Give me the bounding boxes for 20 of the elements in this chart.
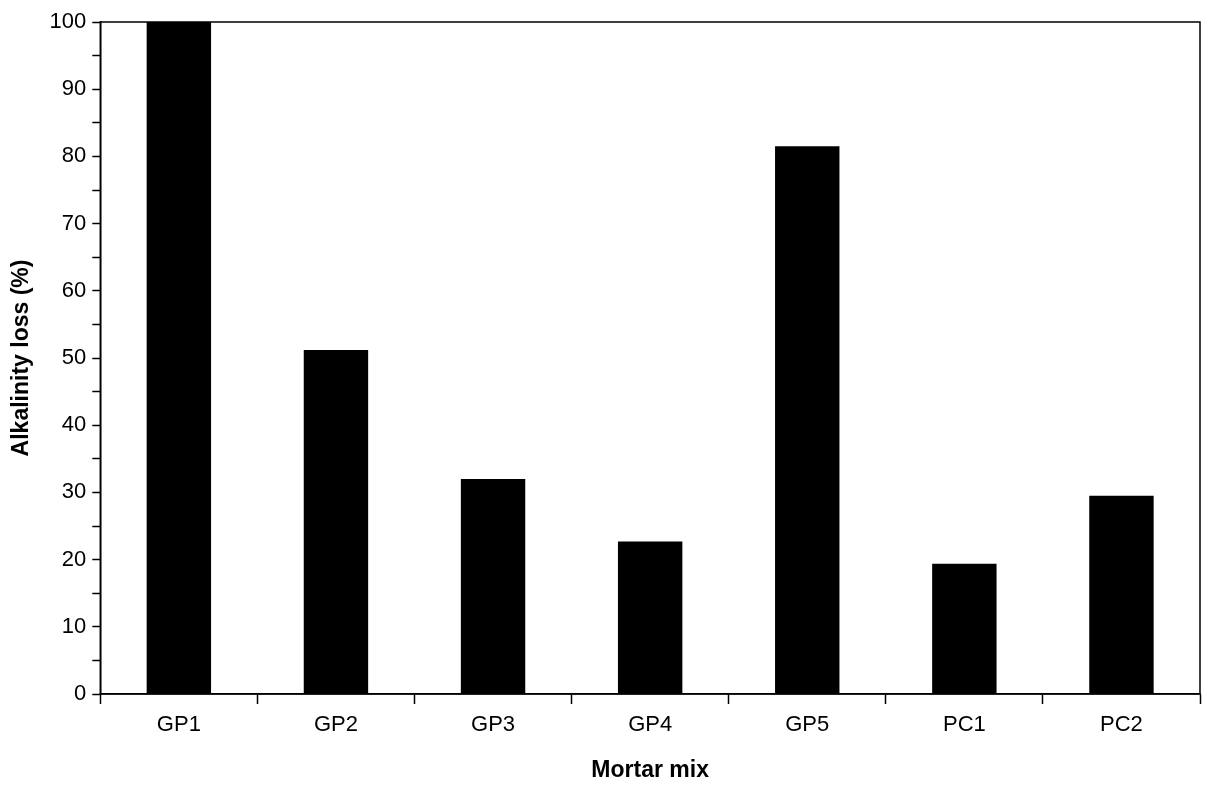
- x-tick-label: GP5: [785, 711, 830, 737]
- x-tick-label: PC2: [1100, 711, 1143, 737]
- y-tick-label: 90: [61, 75, 87, 101]
- y-tick-label: 30: [61, 478, 87, 504]
- y-tick-label: 0: [74, 680, 87, 706]
- y-tick-label: 40: [61, 411, 87, 437]
- y-tick-label: 80: [61, 142, 87, 168]
- x-tick-label: GP1: [156, 711, 201, 737]
- x-tick-label: GP4: [628, 711, 673, 737]
- y-tick-label: 70: [61, 209, 87, 235]
- y-axis-title: Alkalinity loss (%): [7, 259, 34, 457]
- x-tick-label: PC1: [942, 711, 986, 737]
- x-axis-title: Mortar mix: [591, 755, 710, 782]
- y-tick-label: 50: [61, 344, 87, 370]
- y-tick-label: 60: [61, 276, 87, 302]
- x-tick-label: GP2: [313, 711, 358, 737]
- x-tick-label: GP3: [471, 711, 516, 737]
- y-tick-label: 100: [49, 8, 87, 34]
- y-tick-label: 20: [61, 545, 87, 571]
- y-tick-label: 10: [61, 612, 87, 638]
